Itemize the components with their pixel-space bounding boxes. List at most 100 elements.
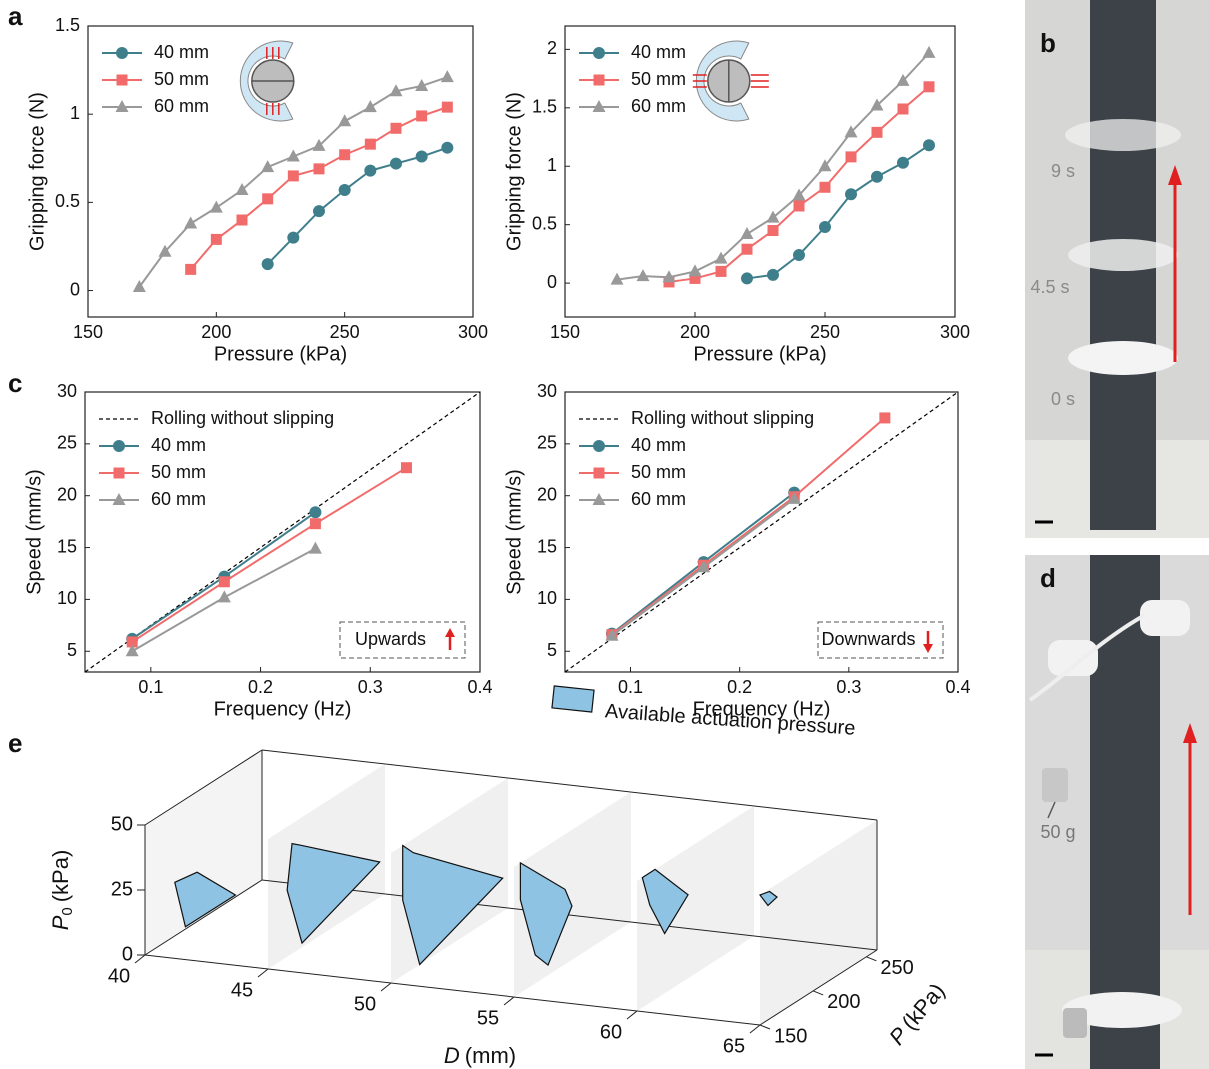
marker <box>715 265 727 277</box>
legend-label: 60 mm <box>631 96 686 116</box>
marker <box>261 160 275 173</box>
marker <box>697 560 711 573</box>
marker <box>593 74 605 86</box>
slice-plane <box>637 806 754 1011</box>
plot-frame <box>564 25 956 318</box>
legend-label: 40 mm <box>631 435 686 455</box>
y-tick-label: 5 <box>547 640 557 660</box>
x-tick-label: 200 <box>201 322 231 342</box>
y-tick-label: 150 <box>774 1025 807 1047</box>
marker <box>741 243 753 255</box>
x-tick <box>626 1010 638 1020</box>
marker <box>308 541 322 554</box>
marker <box>741 272 753 285</box>
marker <box>879 412 891 424</box>
annotation-box <box>339 621 466 659</box>
x-tick-label: 200 <box>680 322 710 342</box>
marker <box>792 188 806 201</box>
inset-ring <box>239 40 294 122</box>
box-edge <box>144 749 263 826</box>
y-axis-label: Gripping force (N) <box>26 92 48 251</box>
photo-d <box>1025 555 1209 1069</box>
legend-label: 50 mm <box>631 462 686 482</box>
marker <box>793 249 805 262</box>
marker <box>217 590 231 603</box>
marker <box>767 225 779 237</box>
annotation-arrowhead <box>445 628 455 637</box>
series-line <box>266 146 448 265</box>
marker <box>871 126 883 138</box>
marker <box>441 141 454 154</box>
marker <box>819 221 831 234</box>
marker <box>235 183 249 196</box>
y-tick-label: 0 <box>70 279 80 299</box>
x-tick-label: 0.2 <box>727 677 752 697</box>
x-tick-label: 300 <box>940 322 970 342</box>
region <box>286 842 381 945</box>
marker <box>158 244 172 257</box>
x-axis-label: Frequency (Hz) <box>693 698 831 720</box>
series-line <box>564 391 959 673</box>
z-axis-label-subscript: 0 <box>59 907 76 915</box>
marker <box>593 467 605 479</box>
y-axis-label-unit: (kPa) <box>897 978 950 1034</box>
slice-plane <box>760 820 877 1025</box>
x-tick-label: 0.4 <box>945 677 970 697</box>
marker <box>116 47 128 59</box>
marker <box>819 181 831 193</box>
marker <box>871 170 883 183</box>
marker <box>897 103 909 115</box>
marker <box>210 233 222 245</box>
marker <box>313 205 325 218</box>
marker <box>818 159 832 172</box>
x-tick-label: 0.2 <box>248 677 273 697</box>
y-tick-label: 30 <box>57 381 77 401</box>
z-axis-label-symbol: P <box>48 915 73 930</box>
photo-annotation: 50 g <box>1040 822 1075 842</box>
marker <box>287 170 299 182</box>
series-line <box>131 466 408 643</box>
marker <box>309 518 321 530</box>
marker <box>286 149 300 162</box>
panel-label: e <box>8 728 22 758</box>
marker <box>689 272 701 284</box>
marker <box>441 101 453 113</box>
y-tick-label: 15 <box>537 536 557 556</box>
legend-label: 40 mm <box>151 435 206 455</box>
x-axis-label-symbol: D <box>444 1043 460 1068</box>
box-edge <box>261 749 878 821</box>
marker <box>126 636 138 648</box>
y-tick <box>759 1024 771 1030</box>
region <box>641 868 689 935</box>
y-tick-label: 25 <box>57 433 77 453</box>
annotation-arrowhead <box>923 644 933 653</box>
marker <box>922 45 936 58</box>
marker <box>593 440 605 452</box>
marker <box>593 47 605 59</box>
x-tick-label: 250 <box>330 322 360 342</box>
marker <box>113 467 125 479</box>
legend-swatch <box>551 685 595 713</box>
y-tick-label: 0.5 <box>532 213 557 233</box>
x-tick <box>257 968 269 978</box>
y-tick-label: 0 <box>547 272 557 292</box>
x-axis-label: Frequency (Hz) <box>214 698 352 720</box>
marker <box>767 268 779 281</box>
x-tick-label: 0.4 <box>467 677 492 697</box>
y-tick-label: 25 <box>537 433 557 453</box>
annotation: Downwards <box>821 629 915 649</box>
marker <box>112 493 126 505</box>
box-edge <box>261 879 878 951</box>
y-axis <box>759 949 878 1026</box>
x-tick-label: 40 <box>108 965 130 987</box>
x-axis-label: Pressure (kPa) <box>693 343 826 365</box>
marker <box>218 576 230 588</box>
panel-label: d <box>1040 563 1056 593</box>
inset-ring <box>695 40 750 122</box>
photo-b <box>1025 0 1209 538</box>
marker <box>116 74 128 86</box>
marker <box>793 200 805 212</box>
marker <box>287 231 300 244</box>
marker <box>870 98 884 111</box>
marker <box>787 491 801 504</box>
